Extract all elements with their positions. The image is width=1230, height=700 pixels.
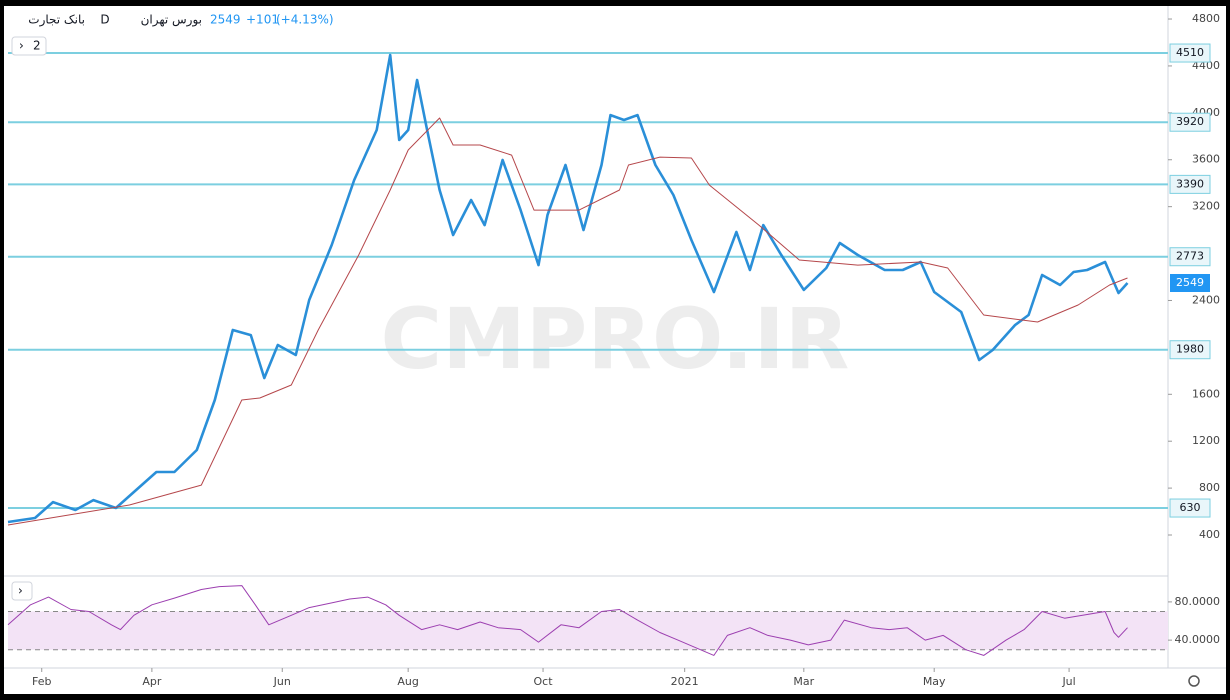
level-label-box <box>1169 247 1211 267</box>
last-price-box <box>1170 273 1210 292</box>
symbol-name: بانک تجارت <box>28 13 85 28</box>
x-tick-label: Oct <box>534 675 554 688</box>
watermark: CMPRO.IR <box>381 290 850 388</box>
y-tick-label: 1600 <box>1192 387 1220 400</box>
rsi-toggle[interactable] <box>11 581 33 601</box>
x-tick-label: Feb <box>32 675 51 688</box>
y-tick-label: 1200 <box>1192 434 1220 447</box>
last-price-label: 2549 <box>1176 276 1204 289</box>
y-tick-label: 800 <box>1199 481 1220 494</box>
y-tick-label: 3600 <box>1192 153 1220 166</box>
level-label-box <box>1169 340 1211 360</box>
chevron: › <box>19 39 24 53</box>
series-line <box>7 585 1128 656</box>
change: +101 <box>246 13 279 27</box>
level-label-box <box>1169 498 1211 518</box>
y-tick-label: 2400 <box>1192 293 1220 306</box>
last-price: 2549 <box>210 13 241 27</box>
x-tick-label: Aug <box>397 675 418 688</box>
indicator-count: 2 <box>33 39 41 53</box>
level-label-box <box>1169 174 1211 194</box>
level-label: 630 <box>1180 501 1201 514</box>
plot: 40080012001600240032003600400044004800Fe… <box>7 12 1221 688</box>
chevron: › <box>18 584 23 598</box>
level-label-box <box>1169 43 1211 63</box>
level-label: 3920 <box>1176 115 1204 128</box>
indicator-toggle[interactable] <box>11 36 47 56</box>
change-percent: (+4.13%) <box>276 13 334 27</box>
rsi-band <box>8 611 1168 650</box>
interval: D <box>100 13 109 27</box>
y-tick-label: 40.0000 <box>1175 633 1221 646</box>
level-label: 3390 <box>1176 177 1204 190</box>
y-tick-label: 80.0000 <box>1175 595 1221 608</box>
series-line <box>7 117 1128 526</box>
level-label: 1980 <box>1176 343 1204 356</box>
x-tick-label: Mar <box>793 675 814 688</box>
x-tick-label: Jun <box>273 675 291 688</box>
exchange: بورس تهران <box>141 13 202 28</box>
level-label: 2773 <box>1176 250 1204 263</box>
y-tick-label: 4800 <box>1192 12 1220 25</box>
level-label-box <box>1169 112 1211 132</box>
series-line <box>7 53 1129 524</box>
settings-icon[interactable] <box>1188 675 1200 687</box>
x-tick-label: Apr <box>142 675 162 688</box>
x-tick-label: 2021 <box>671 675 699 688</box>
x-tick-label: Jul <box>1061 675 1075 688</box>
level-label: 4510 <box>1176 46 1204 59</box>
y-tick-label: 400 <box>1199 528 1220 541</box>
x-tick-label: May <box>923 675 946 688</box>
y-tick-label: 3200 <box>1192 200 1220 213</box>
